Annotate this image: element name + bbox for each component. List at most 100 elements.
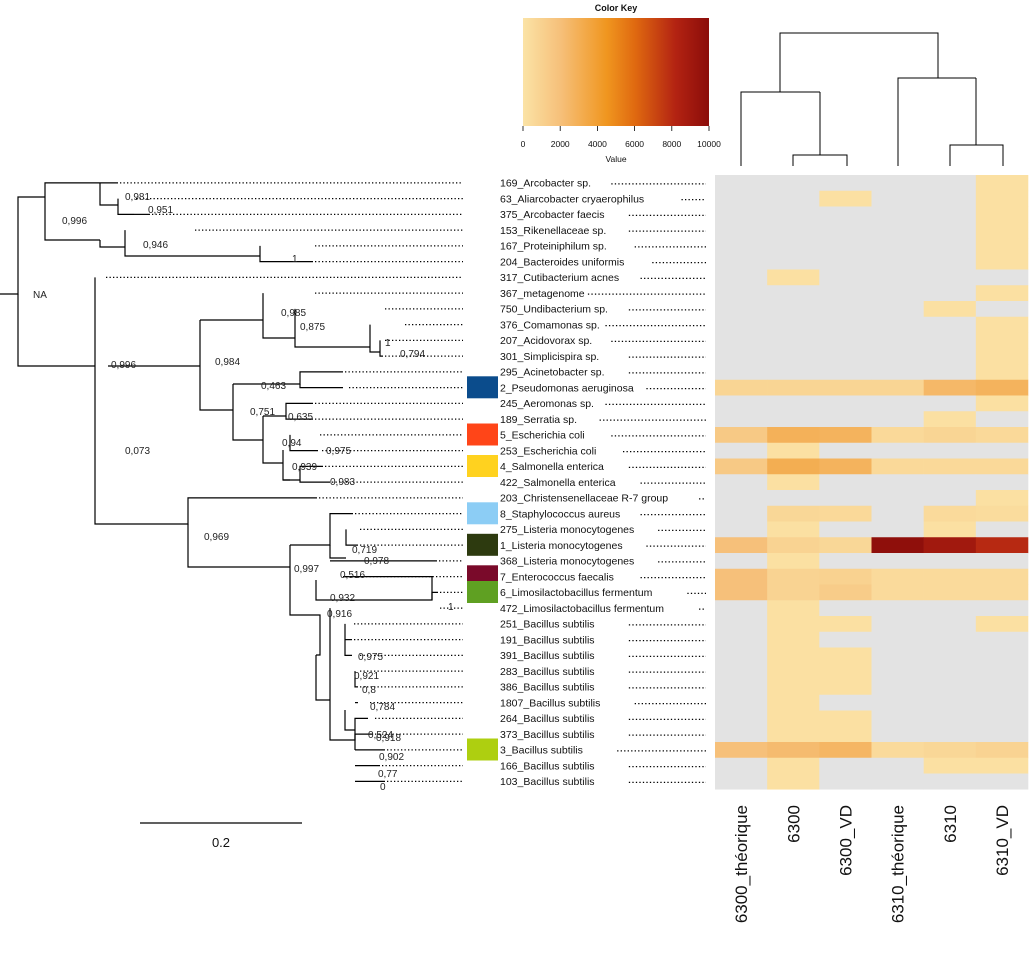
heatmap-cell xyxy=(871,458,924,475)
tip-label: 245_Aeromonas sp. xyxy=(500,398,594,410)
heatmap-cell xyxy=(923,568,977,585)
tip-label: 472_Limosilactobacillus fermentum xyxy=(500,603,664,615)
tree-node-label: 0,516 xyxy=(340,570,365,581)
heatmap-cell xyxy=(819,726,872,743)
heatmap-cell xyxy=(923,521,977,538)
heatmap-cell xyxy=(715,395,768,412)
heatmap-cell xyxy=(871,474,924,491)
taxon-marker xyxy=(467,376,498,399)
tip-label: 422_Salmonella enterica xyxy=(500,477,616,489)
heatmap-cell xyxy=(715,301,768,318)
tree-branch xyxy=(94,366,108,525)
heatmap-cell xyxy=(715,190,768,207)
heatmap-cell xyxy=(975,269,1029,286)
heatmap-cell xyxy=(819,206,872,223)
tip-label: 1807_Bacillus subtilis xyxy=(500,697,600,709)
tree-node-label: 0 xyxy=(380,782,386,793)
heatmap-cell xyxy=(923,285,977,302)
tree-branch xyxy=(44,197,100,241)
tree-branch xyxy=(187,524,290,568)
tree-branch xyxy=(262,293,295,339)
heatmap-cell xyxy=(871,238,924,255)
tree-branch xyxy=(354,733,373,750)
tree-node-label: 0,981 xyxy=(125,192,150,203)
heatmap-cell xyxy=(975,332,1029,349)
heatmap-cell xyxy=(819,647,872,664)
heatmap-cell xyxy=(923,222,977,239)
tree-node-label: 0,921 xyxy=(354,671,379,682)
heatmap-cell xyxy=(715,238,768,255)
heatmap-cell xyxy=(923,364,977,381)
heatmap-cell xyxy=(767,222,820,239)
heatmap-cell xyxy=(715,364,768,381)
tree-node-label: 1 xyxy=(292,254,298,265)
heatmap-cell xyxy=(975,600,1029,617)
heatmap-cell xyxy=(715,757,768,774)
tip-label: 8_Staphylococcus aureus xyxy=(500,508,620,520)
heatmap-cell xyxy=(767,395,820,412)
tip-label: 301_Simplicispira sp. xyxy=(500,351,599,363)
heatmap-cell xyxy=(871,553,924,570)
heatmap-cell xyxy=(819,332,872,349)
heatmap-cell xyxy=(871,332,924,349)
heatmap-cell xyxy=(923,584,977,601)
heatmap-cell xyxy=(923,427,977,444)
tip-label: 166_Bacillus subtilis xyxy=(500,760,595,772)
heatmap-cell xyxy=(819,411,872,428)
heatmap-cell xyxy=(975,505,1029,522)
tree-node-label: NA xyxy=(33,290,47,301)
tree-branch xyxy=(17,294,95,367)
heatmap-cell xyxy=(715,206,768,223)
tip-label: 207_Acidovorax sp. xyxy=(500,335,592,347)
heatmap-cell xyxy=(923,190,977,207)
heatmap-cell xyxy=(975,537,1029,554)
heatmap-cell xyxy=(975,616,1029,633)
heatmap-cell xyxy=(715,584,768,601)
tree-node-label: 0,751 xyxy=(250,407,275,418)
heatmap-cell xyxy=(767,600,820,617)
taxon-marker xyxy=(467,423,498,446)
heatmap-cell xyxy=(871,584,924,601)
heatmap-cell xyxy=(715,427,768,444)
tip-label: 204_Bacteroides uniformis xyxy=(500,256,624,268)
heatmap-cell xyxy=(975,647,1029,664)
tree-node-label: 0,946 xyxy=(143,240,168,251)
color-key-ticks: 0 2000 4000 6000 8000 10000 xyxy=(521,126,721,149)
heatmap-cell xyxy=(767,442,820,459)
heatmap-cell xyxy=(975,710,1029,727)
heatmap-cell xyxy=(715,285,768,302)
heatmap-cell xyxy=(767,316,820,333)
heatmap-cell xyxy=(715,175,768,192)
heatmap-cell xyxy=(819,427,872,444)
heatmap-cell xyxy=(715,679,768,696)
heatmap-cell xyxy=(819,663,872,680)
heatmap-cell xyxy=(975,190,1029,207)
tree-branch xyxy=(282,450,290,481)
heatmap-cell xyxy=(871,663,924,680)
tree-branch xyxy=(329,608,345,741)
heatmap-cell xyxy=(767,710,820,727)
heatmap-cell xyxy=(715,379,768,396)
heatmap-cell xyxy=(975,175,1029,192)
tip-label: 750_Undibacterium sp. xyxy=(500,304,608,316)
heatmap-cell xyxy=(819,348,872,365)
heatmap-cell xyxy=(923,553,977,570)
heatmap-cell xyxy=(767,631,820,648)
heatmap-cell xyxy=(767,663,820,680)
tip-label: 1_Listeria monocytogenes xyxy=(500,540,623,552)
heatmap-cell xyxy=(871,647,924,664)
tree-node-label: 0,875 xyxy=(300,322,325,333)
taxon-marker xyxy=(467,581,498,603)
heatmap-cell xyxy=(871,568,924,585)
heatmap-cell xyxy=(923,726,977,743)
heatmap-cell xyxy=(923,253,977,270)
taxon-marker xyxy=(467,533,498,556)
heatmap-cell xyxy=(715,458,768,475)
heatmap-cell xyxy=(819,379,872,396)
tip-label: 63_Aliarcobacter cryaerophilus xyxy=(500,193,644,205)
heatmap-cell xyxy=(767,742,820,759)
heatmap-column-label: 6310_VD xyxy=(993,805,1012,876)
heatmap-cell xyxy=(975,584,1029,601)
heatmap-cell xyxy=(975,222,1029,239)
heatmap-cell xyxy=(923,301,977,318)
